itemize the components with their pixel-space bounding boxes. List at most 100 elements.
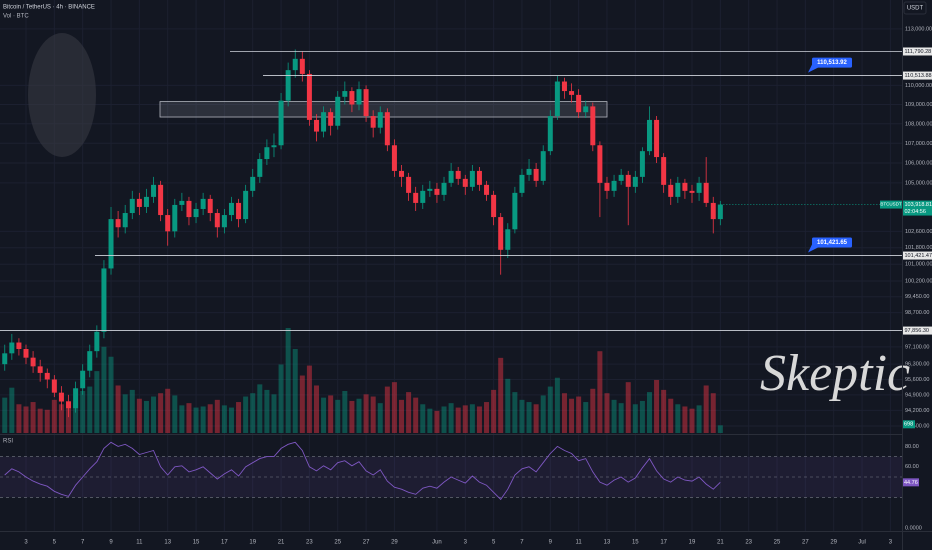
volume-bar xyxy=(682,406,688,433)
volume-bar xyxy=(37,408,43,433)
candle-body xyxy=(292,58,298,71)
candle-body xyxy=(370,116,376,128)
candle-body xyxy=(30,357,36,367)
volume-bar xyxy=(420,404,426,433)
volume-bar xyxy=(292,349,298,433)
volume-bar xyxy=(597,351,603,433)
candle-body xyxy=(306,73,312,120)
candle-body xyxy=(654,119,660,158)
candle-body xyxy=(271,145,277,148)
level-tag xyxy=(903,251,932,260)
volume-bar xyxy=(406,392,412,433)
candle-body xyxy=(689,190,695,193)
candle-body xyxy=(462,178,468,187)
candle-body xyxy=(661,157,667,185)
candle-body xyxy=(384,112,390,146)
volume-bar xyxy=(299,375,305,433)
volume-bar xyxy=(377,403,383,433)
volume-bar xyxy=(661,389,667,433)
x-tick-label: 7 xyxy=(520,540,524,546)
candle-body xyxy=(363,89,369,117)
candle-body xyxy=(625,174,631,187)
volume-bar xyxy=(101,346,107,433)
candle-body xyxy=(250,176,256,191)
candle-body xyxy=(342,91,348,97)
currency-label[interactable]: USDT xyxy=(907,6,924,12)
candle-body xyxy=(313,119,319,132)
candle-body xyxy=(200,198,206,209)
candle-body xyxy=(590,106,596,146)
volume-bar xyxy=(391,382,397,433)
volume-bar xyxy=(228,407,234,433)
candle-body xyxy=(569,91,575,95)
x-tick-label: 27 xyxy=(802,540,809,546)
candle-body xyxy=(9,342,15,354)
x-tick-label: 27 xyxy=(363,540,370,546)
volume-bar xyxy=(441,406,447,433)
volume-label: Vol · BTC xyxy=(3,14,29,20)
candle-body xyxy=(58,392,64,402)
symbol-label: BTCUSDT xyxy=(880,202,902,207)
volume-bar xyxy=(313,385,319,433)
last-price-tag xyxy=(903,200,932,216)
volume-bar xyxy=(632,404,638,433)
volume-bar xyxy=(512,392,518,433)
volume-bar xyxy=(328,395,334,433)
volume-bar xyxy=(58,404,64,433)
avatar-image xyxy=(28,33,96,157)
x-tick-label: 11 xyxy=(576,540,583,546)
y-tick-label: 110,000.00 xyxy=(905,83,932,89)
candle-body xyxy=(278,100,284,146)
volume-bar xyxy=(2,397,8,433)
volume-bar xyxy=(285,328,291,433)
volume-bar xyxy=(44,409,50,433)
candle-body xyxy=(321,112,327,132)
candle-body xyxy=(186,200,192,218)
volume-bar xyxy=(561,393,567,433)
x-tick-label: 25 xyxy=(774,540,781,546)
currency-button[interactable] xyxy=(903,1,927,15)
volume-bar xyxy=(611,399,617,433)
level-label: 101,421.47 xyxy=(905,253,932,259)
rsi-value-label: 44.76 xyxy=(904,480,918,486)
candle-body xyxy=(512,192,518,230)
candle-body xyxy=(611,180,617,191)
volume-bar xyxy=(151,396,157,433)
candle-body xyxy=(23,348,29,358)
candle-body xyxy=(243,190,249,220)
volume-bar xyxy=(590,388,596,433)
y-tick-label: 113,000.00 xyxy=(905,26,932,32)
candle-body xyxy=(547,116,553,152)
candle-body xyxy=(377,112,383,128)
volume-bar xyxy=(689,408,695,433)
marks: 110,513.92 101,421.65 xyxy=(0,49,902,501)
price-callout xyxy=(812,237,852,248)
candle-body xyxy=(668,184,674,197)
volume-bar xyxy=(158,393,164,433)
x-tick-label: 3 xyxy=(464,540,468,546)
callout-pointer xyxy=(808,64,818,73)
x-tick-label: 19 xyxy=(249,540,256,546)
y-tick-label: 96,300.00 xyxy=(905,362,929,368)
volume-bar xyxy=(625,382,631,433)
volume-bar xyxy=(604,393,610,433)
candle-body xyxy=(94,331,100,352)
level-label: 110,513.88 xyxy=(905,73,932,79)
volume-bar xyxy=(646,392,652,433)
candle-body xyxy=(554,81,560,117)
candle-body xyxy=(406,176,412,193)
volume-bar xyxy=(214,399,220,433)
volume-bar xyxy=(427,408,433,433)
level-tag xyxy=(903,71,932,80)
x-tick-label: 23 xyxy=(306,540,313,546)
volume-bar xyxy=(491,389,497,433)
candle-body xyxy=(73,388,79,409)
candle-body xyxy=(618,174,624,181)
candle-body xyxy=(498,217,504,250)
candle-body xyxy=(413,192,419,203)
x-tick-label: 17 xyxy=(660,540,667,546)
volume-bar xyxy=(476,406,482,433)
candle-body xyxy=(604,182,610,191)
volume-bar xyxy=(498,357,504,433)
x-tick-label: 11 xyxy=(136,540,143,546)
